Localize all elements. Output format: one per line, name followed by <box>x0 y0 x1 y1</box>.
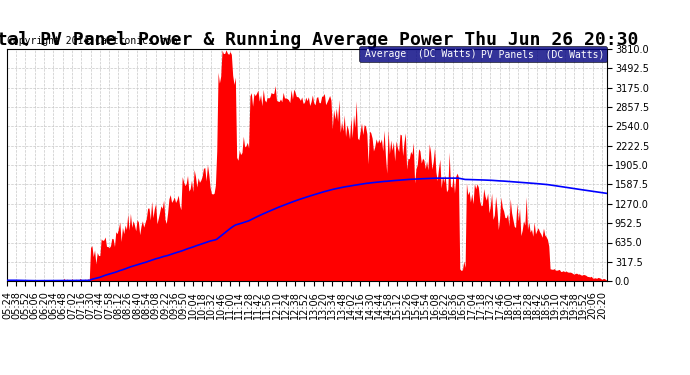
Legend: Average  (DC Watts), PV Panels  (DC Watts): Average (DC Watts), PV Panels (DC Watts) <box>359 46 607 62</box>
Title: Total PV Panel Power & Running Average Power Thu Jun 26 20:30: Total PV Panel Power & Running Average P… <box>0 30 639 49</box>
Text: Copyright 2014 Cartronics.com: Copyright 2014 Cartronics.com <box>7 36 177 46</box>
